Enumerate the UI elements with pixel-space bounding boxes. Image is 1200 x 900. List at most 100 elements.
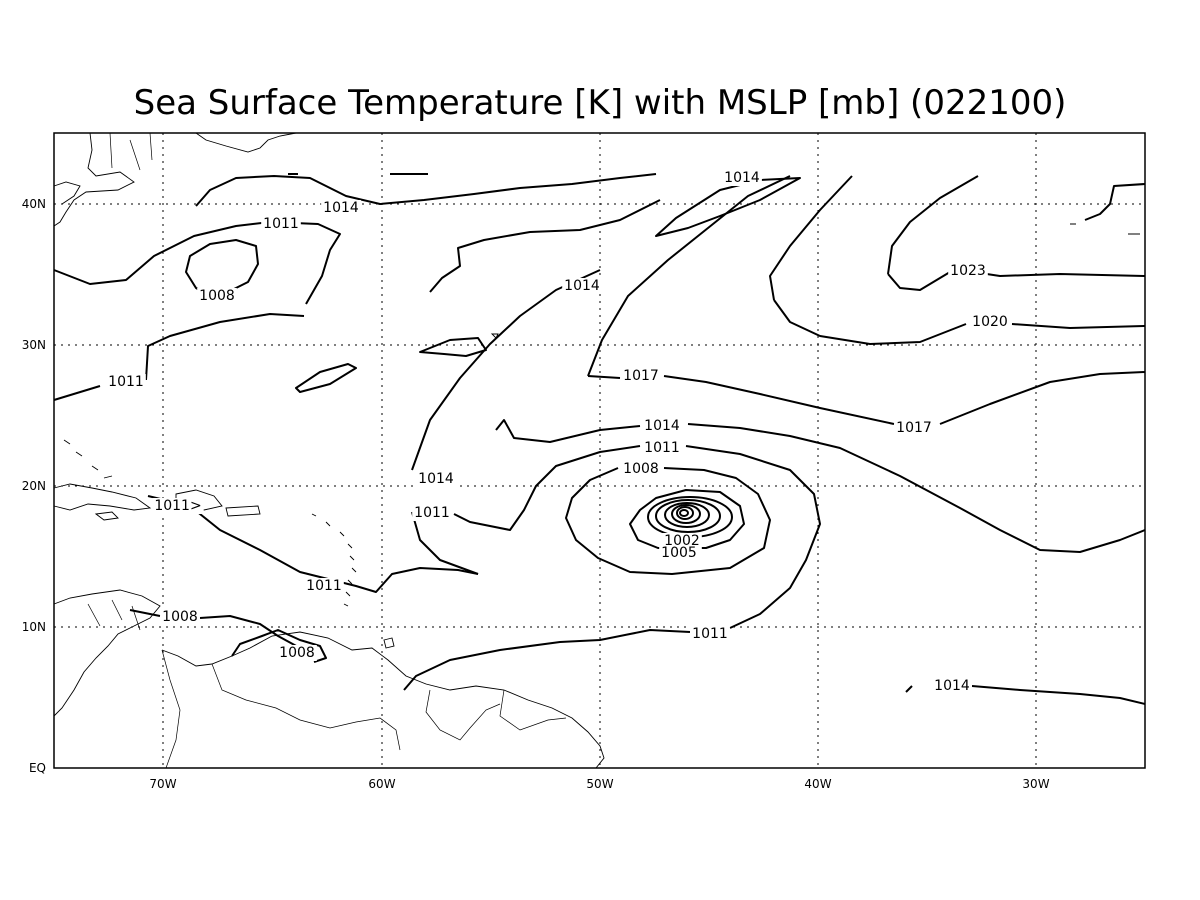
contour-label-halo bbox=[621, 461, 661, 477]
contour-label: 1023 bbox=[950, 263, 986, 279]
guyana-border bbox=[425, 689, 501, 741]
isobar-1005-cyclone bbox=[629, 489, 745, 549]
contour-label-halo bbox=[932, 678, 972, 694]
central-america-border bbox=[87, 599, 141, 631]
isobar-1008-caribbean bbox=[129, 609, 301, 649]
lon-tick-label: 60W bbox=[368, 777, 395, 791]
azores-coast bbox=[1070, 223, 1140, 235]
jamaica-coast bbox=[94, 511, 119, 521]
lon-tick-label: 40W bbox=[804, 777, 831, 791]
contour-label: 1014 bbox=[934, 678, 970, 694]
isobar-1014-east bbox=[905, 685, 1146, 705]
isobar-1014-trough bbox=[411, 269, 601, 471]
contour-label: 1008 bbox=[199, 288, 235, 304]
contour-label: 1020 bbox=[972, 314, 1008, 330]
contour-label: 1011 bbox=[644, 440, 680, 456]
contour-label: 1011 bbox=[108, 374, 144, 390]
contour-label: 1014 bbox=[644, 418, 680, 434]
coastlines bbox=[53, 132, 1140, 769]
small-closed-isobar bbox=[295, 363, 357, 393]
suriname-border bbox=[499, 689, 567, 731]
contour-label-halo bbox=[277, 645, 317, 661]
contour-label-halo bbox=[948, 263, 988, 279]
contour-label: 1014 bbox=[418, 471, 454, 487]
contour-label-halo bbox=[659, 545, 699, 561]
isobar-1011-north bbox=[53, 221, 341, 305]
contour-label: 1008 bbox=[162, 609, 198, 625]
north-america-coast bbox=[53, 132, 135, 227]
contour-label: 1011 bbox=[414, 505, 450, 521]
contour-label-halo bbox=[412, 505, 452, 521]
mslp-contours bbox=[53, 173, 1146, 705]
contour-label-halo bbox=[642, 418, 682, 434]
contour-label: 1014 bbox=[323, 200, 359, 216]
north-america-coast bbox=[53, 181, 81, 205]
contour-labels: 1014 1014 1011 1008 1014 1023 1020 1011 … bbox=[106, 170, 1010, 694]
contour-label: 1005 bbox=[661, 545, 697, 561]
isobar-1014-mid bbox=[429, 199, 661, 293]
lon-tick-label: 70W bbox=[149, 777, 176, 791]
isobar-1008-low bbox=[185, 239, 259, 295]
graticule bbox=[54, 133, 1145, 768]
bahamas-coast bbox=[63, 439, 113, 479]
contour-label-halo bbox=[261, 216, 301, 232]
isobar-1008-inland bbox=[231, 629, 327, 663]
latitude-axis: EQ 10N 20N 30N 40N bbox=[22, 197, 46, 775]
contour-label-halo bbox=[416, 471, 456, 487]
contour-label: 1017 bbox=[623, 368, 659, 384]
isobar-1023 bbox=[887, 175, 1146, 277]
contour-label: 1017 bbox=[896, 420, 932, 436]
lesser-antilles-coast bbox=[311, 513, 357, 607]
contour-label-halo bbox=[197, 288, 237, 304]
contour-label-halo bbox=[970, 314, 1010, 330]
lat-tick-label: 10N bbox=[22, 620, 46, 634]
colombia-border bbox=[161, 649, 181, 769]
cuba-coast bbox=[53, 483, 152, 511]
isobar-1014-ridge bbox=[655, 177, 801, 237]
isobar-993-cyclone bbox=[671, 504, 701, 524]
isobar-1014-south bbox=[495, 419, 1146, 553]
isobar-1014-north bbox=[195, 173, 657, 207]
lat-tick-label: EQ bbox=[29, 761, 46, 775]
contour-label-halo bbox=[160, 609, 200, 625]
contour-label: 1014 bbox=[564, 278, 600, 294]
lat-tick-label: 20N bbox=[22, 479, 46, 493]
trinidad-coast bbox=[383, 637, 395, 649]
contour-label: 1008 bbox=[623, 461, 659, 477]
isobar-987-cyclone bbox=[679, 509, 689, 517]
isobar-1008-cyclone bbox=[565, 467, 771, 575]
south-america-coast bbox=[161, 631, 605, 769]
contour-label-halo bbox=[152, 498, 204, 514]
nova-scotia-coast bbox=[195, 132, 297, 153]
isobar-1011-cyclone bbox=[403, 445, 821, 691]
isobar-996-cyclone bbox=[664, 502, 710, 528]
map-title: Sea Surface Temperature [K] with MSLP [m… bbox=[134, 83, 1067, 123]
isobar-1011-caribbean bbox=[53, 313, 479, 593]
isobar-999-cyclone bbox=[655, 499, 721, 533]
contour-label: 1011> bbox=[154, 498, 201, 514]
bermuda-coast bbox=[490, 333, 499, 339]
contour-label: 1011 bbox=[692, 626, 728, 642]
small-closed-isobar bbox=[419, 337, 487, 357]
isobar-1023-loop bbox=[887, 271, 951, 291]
central-america-coast bbox=[53, 589, 161, 717]
contour-label-halo bbox=[894, 420, 934, 436]
lon-tick-label: 50W bbox=[586, 777, 613, 791]
contour-label: 1011 bbox=[306, 578, 342, 594]
contour-label: 1014 bbox=[724, 170, 760, 186]
isobar-1017 bbox=[587, 175, 1146, 425]
contour-label-halo bbox=[562, 278, 602, 294]
isobar-1020 bbox=[769, 175, 1146, 345]
isobar-990-cyclone bbox=[676, 506, 694, 520]
contour-label-halo bbox=[304, 578, 344, 594]
contour-label-halo bbox=[722, 170, 762, 186]
contour-label-halo bbox=[321, 200, 361, 216]
contour-label: 1011 bbox=[263, 216, 299, 232]
lon-tick-label: 30W bbox=[1022, 777, 1049, 791]
venezuela-border bbox=[211, 663, 401, 751]
us-state-border bbox=[109, 132, 153, 171]
small-closed-isobar bbox=[1084, 183, 1146, 221]
contour-label-halo bbox=[621, 368, 661, 384]
lat-tick-label: 30N bbox=[22, 338, 46, 352]
